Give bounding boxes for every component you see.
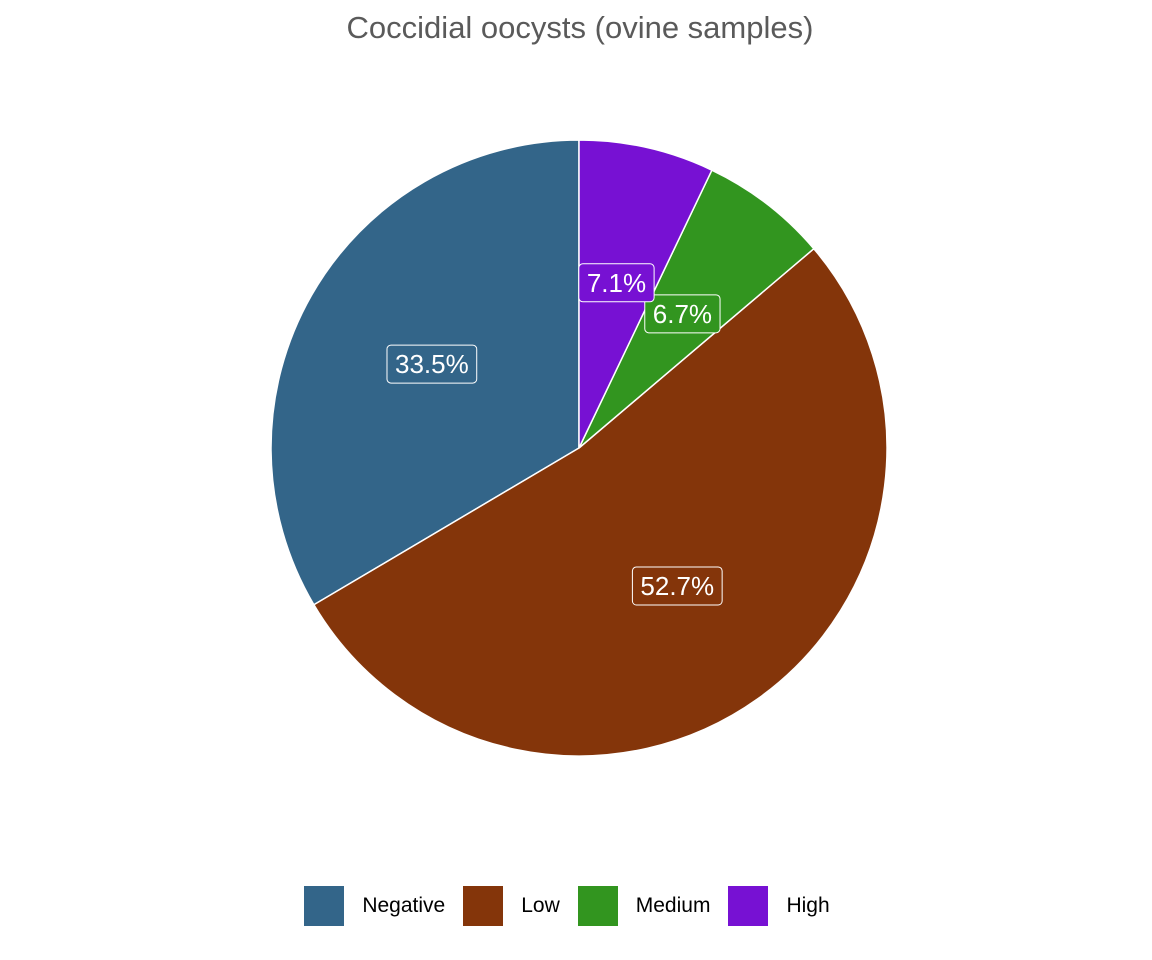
slice-label-text: 7.1% xyxy=(587,268,646,298)
legend: Negative Low Medium High xyxy=(0,886,1152,926)
slice-label-box xyxy=(631,566,723,606)
legend-item-high: High xyxy=(728,886,847,926)
legend-label: Low xyxy=(521,894,560,917)
slice-label-negative: 33.5% xyxy=(386,344,478,384)
legend-item-medium: Medium xyxy=(577,886,729,926)
slice-label-medium: 6.7% xyxy=(644,294,721,334)
slice-low xyxy=(312,247,888,757)
chart-title: Coccidial oocysts (ovine samples) xyxy=(346,10,814,45)
slice-label-box xyxy=(578,263,655,303)
slice-label-text: 6.7% xyxy=(653,299,712,329)
slice-label-text: 33.5% xyxy=(395,349,469,379)
slice-label-box xyxy=(386,344,478,384)
legend-item-negative: Negative xyxy=(304,886,463,926)
legend-label: Negative xyxy=(362,894,446,917)
legend-item-low: Low xyxy=(463,886,578,926)
legend-label: Medium xyxy=(635,894,711,917)
slice-label-box xyxy=(644,294,721,334)
legend-swatch xyxy=(463,886,504,926)
slice-label-text: 52.7% xyxy=(640,571,714,601)
legend-swatch xyxy=(304,886,345,926)
legend-swatch xyxy=(728,886,769,926)
legend-swatch xyxy=(577,886,618,926)
slice-label-low: 52.7% xyxy=(631,566,723,606)
pie-chart: 33.5% 52.7% 6.7%7.1% xyxy=(270,139,888,757)
legend-label: High xyxy=(786,894,830,917)
pie-labels: 33.5% 52.7% 6.7%7.1% xyxy=(386,263,723,606)
pie-slices xyxy=(270,139,888,757)
slice-label-high: 7.1% xyxy=(578,263,655,303)
